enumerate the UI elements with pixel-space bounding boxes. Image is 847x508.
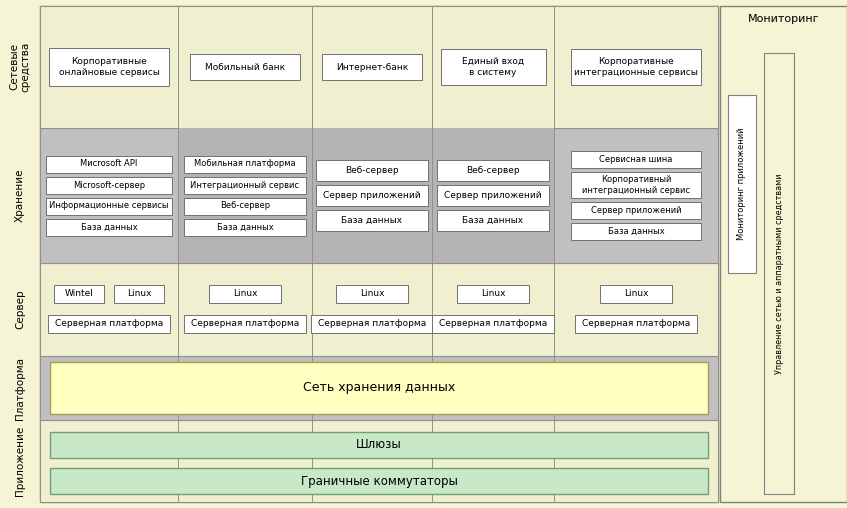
Bar: [184, 314, 306, 333]
Bar: [48, 314, 170, 333]
Text: Миcrosoft API: Миcrosoft API: [80, 160, 138, 169]
Text: Сервер приложений: Сервер приложений: [590, 206, 681, 215]
Text: База данных: База данных: [607, 227, 664, 236]
Bar: [46, 218, 172, 236]
Text: База данных: База данных: [217, 223, 274, 232]
Text: Интеграционный сервис: Интеграционный сервис: [191, 180, 300, 189]
Text: Мониторинг: Мониторинг: [748, 14, 819, 24]
Bar: [728, 95, 756, 273]
Bar: [40, 263, 718, 356]
Text: Мониторинг приложений: Мониторинг приложений: [738, 128, 746, 240]
Bar: [316, 185, 428, 206]
Bar: [571, 151, 701, 168]
Bar: [50, 468, 708, 494]
Bar: [316, 160, 428, 181]
Text: Сервер приложений: Сервер приложений: [324, 191, 421, 200]
Text: Linux: Linux: [360, 289, 385, 298]
Bar: [184, 198, 306, 214]
Text: Сервисная шина: Сервисная шина: [600, 155, 673, 164]
Bar: [432, 314, 554, 333]
Text: Linux: Linux: [623, 289, 648, 298]
Bar: [571, 49, 701, 85]
Text: Мобильный банк: Мобильный банк: [205, 62, 285, 72]
Text: Информационные сервисы: Информационные сервисы: [49, 202, 169, 210]
Text: Веб-сервер: Веб-сервер: [220, 202, 270, 210]
Text: Управление сетью и аппаратными средствами: Управление сетью и аппаратными средствам…: [774, 173, 783, 374]
Bar: [46, 198, 172, 214]
Bar: [437, 160, 549, 181]
Text: Корпоративные
интеграционные сервисы: Корпоративные интеграционные сервисы: [574, 57, 698, 77]
Bar: [40, 420, 718, 502]
Text: Мобильная платформа: Мобильная платформа: [194, 160, 296, 169]
Text: Веб-сервер: Веб-сервер: [466, 166, 520, 175]
Text: Корпоративные
онлайновые сервисы: Корпоративные онлайновые сервисы: [58, 57, 159, 77]
Bar: [46, 155, 172, 173]
Text: Веб-сервер: Веб-сервер: [346, 166, 399, 175]
Bar: [571, 223, 701, 240]
Bar: [184, 218, 306, 236]
Text: Серверная платформа: Серверная платформа: [55, 319, 163, 328]
Text: Сеть хранения данных: Сеть хранения данных: [303, 382, 455, 395]
Text: Хранение: Хранение: [15, 169, 25, 223]
Bar: [178, 128, 554, 263]
Bar: [114, 284, 164, 302]
Bar: [600, 284, 672, 302]
Bar: [40, 6, 718, 128]
Text: Платформа: Платформа: [15, 357, 25, 420]
Bar: [49, 48, 169, 86]
Text: База данных: База данных: [80, 223, 137, 232]
Bar: [40, 6, 718, 502]
Bar: [50, 362, 708, 414]
Bar: [316, 210, 428, 231]
Text: Серверная платформа: Серверная платформа: [318, 319, 426, 328]
Bar: [209, 284, 281, 302]
Text: Корпоративный
интеграционный сервис: Корпоративный интеграционный сервис: [582, 175, 690, 195]
Bar: [437, 185, 549, 206]
Bar: [571, 202, 701, 219]
Bar: [575, 314, 697, 333]
Text: База данных: База данных: [462, 216, 523, 225]
Bar: [40, 356, 718, 420]
Text: Граничные коммутаторы: Граничные коммутаторы: [301, 474, 457, 488]
Text: Wintel: Wintel: [64, 289, 93, 298]
Bar: [336, 284, 408, 302]
Text: Мicrosoft-сервер: Мicrosoft-сервер: [73, 180, 145, 189]
Text: Приложение: Приложение: [15, 426, 25, 496]
Text: Интернет-банк: Интернет-банк: [336, 62, 408, 72]
Bar: [764, 53, 794, 494]
Bar: [184, 176, 306, 194]
Text: Сервер: Сервер: [15, 290, 25, 329]
Text: Сетевые
средства: Сетевые средства: [9, 42, 30, 92]
Text: Сервер приложений: Сервер приложений: [444, 191, 542, 200]
Bar: [50, 432, 708, 458]
Bar: [437, 210, 549, 231]
Text: Серверная платформа: Серверная платформа: [439, 319, 547, 328]
Text: База данных: База данных: [341, 216, 402, 225]
Text: Шлюзы: Шлюзы: [356, 438, 401, 452]
Text: Серверная платформа: Серверная платформа: [191, 319, 299, 328]
Bar: [457, 284, 529, 302]
Bar: [40, 128, 718, 263]
Text: Linux: Linux: [481, 289, 506, 298]
Bar: [311, 314, 433, 333]
Bar: [190, 54, 300, 80]
Bar: [440, 49, 545, 85]
Text: Единый вход
в систему: Единый вход в систему: [462, 57, 524, 77]
Text: Серверная платформа: Серверная платформа: [582, 319, 690, 328]
Bar: [571, 172, 701, 198]
Text: Linux: Linux: [127, 289, 152, 298]
Bar: [54, 284, 104, 302]
Text: Linux: Linux: [233, 289, 257, 298]
Bar: [46, 176, 172, 194]
Bar: [184, 155, 306, 173]
Bar: [720, 6, 847, 502]
Bar: [322, 54, 422, 80]
